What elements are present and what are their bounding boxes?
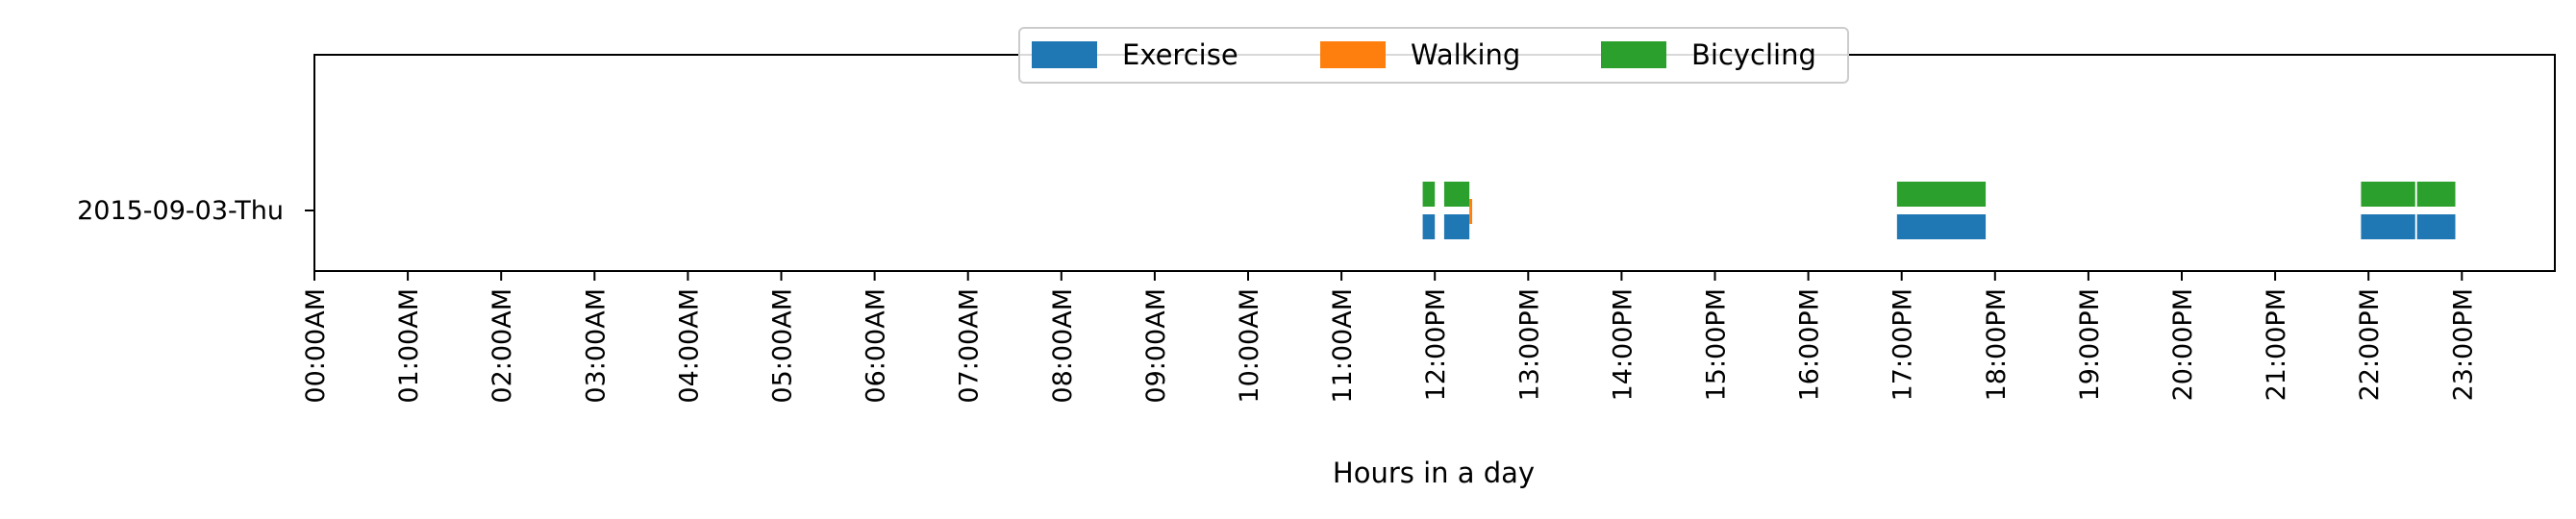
x-tick-label: 17:00PM (1888, 288, 1918, 401)
x-tick-label: 09:00AM (1141, 288, 1171, 404)
x-tick-label: 05:00AM (768, 288, 798, 404)
x-tick-label: 15:00PM (1702, 288, 1732, 401)
bicycling-bar (1443, 182, 1470, 207)
x-tick-label: 07:00AM (955, 288, 985, 404)
exercise-bar (1443, 214, 1470, 239)
x-tick-label: 18:00PM (1982, 288, 2012, 401)
x-tick-label: 10:00AM (1235, 288, 1264, 404)
legend-label-exercise: Exercise (1122, 38, 1238, 71)
x-tick-label: 06:00AM (862, 288, 891, 404)
x-tick-label: 20:00PM (2168, 288, 2198, 401)
x-axis: 00:00AM 01:00AM 02:00AM 03:00AM 04:00AM 05:00… (301, 271, 2478, 404)
x-tick-label: 13:00PM (1514, 288, 1544, 401)
legend-swatch-walking (1320, 41, 1386, 68)
activity-bars (1422, 182, 2456, 239)
x-axis-title: Hours in a day (1333, 457, 1535, 489)
x-tick-label: 22:00PM (2355, 288, 2385, 401)
legend-swatch-bicycling (1601, 41, 1666, 68)
x-tick-label: 16:00PM (1795, 288, 1825, 401)
x-tick-label: 01:00AM (394, 288, 424, 404)
exercise-bar (2416, 214, 2456, 239)
x-tick-label: 14:00PM (1608, 288, 1638, 401)
walking-bar (1469, 199, 1473, 224)
x-tick-label: 11:00AM (1328, 288, 1358, 404)
x-tick-label: 08:00AM (1048, 288, 1078, 404)
x-tick-label: 04:00AM (674, 288, 704, 404)
legend-label-walking: Walking (1411, 38, 1520, 71)
x-tick-label: 23:00PM (2448, 288, 2478, 401)
exercise-bar (1896, 214, 1987, 239)
legend-label-bicycling: Bicycling (1691, 38, 1816, 71)
legend-swatch-exercise (1032, 41, 1097, 68)
x-tick-label: 12:00PM (1421, 288, 1451, 401)
x-tick-label: 21:00PM (2262, 288, 2291, 401)
exercise-bar (2361, 214, 2415, 239)
y-axis: 2015-09-03-Thu (77, 196, 314, 226)
x-tick-label: 02:00AM (488, 288, 517, 404)
bicycling-bar (2361, 182, 2415, 207)
y-tick-label: 2015-09-03-Thu (77, 196, 284, 226)
legend: Exercise Walking Bicycling (1018, 27, 1849, 84)
x-tick-label: 03:00AM (581, 288, 611, 404)
x-tick-label: 00:00AM (301, 288, 331, 404)
exercise-bar (1422, 214, 1436, 239)
bicycling-bar (2416, 182, 2456, 207)
x-tick-label: 19:00PM (2075, 288, 2105, 401)
bicycling-bar (1896, 182, 1987, 207)
bicycling-bar (1422, 182, 1436, 207)
